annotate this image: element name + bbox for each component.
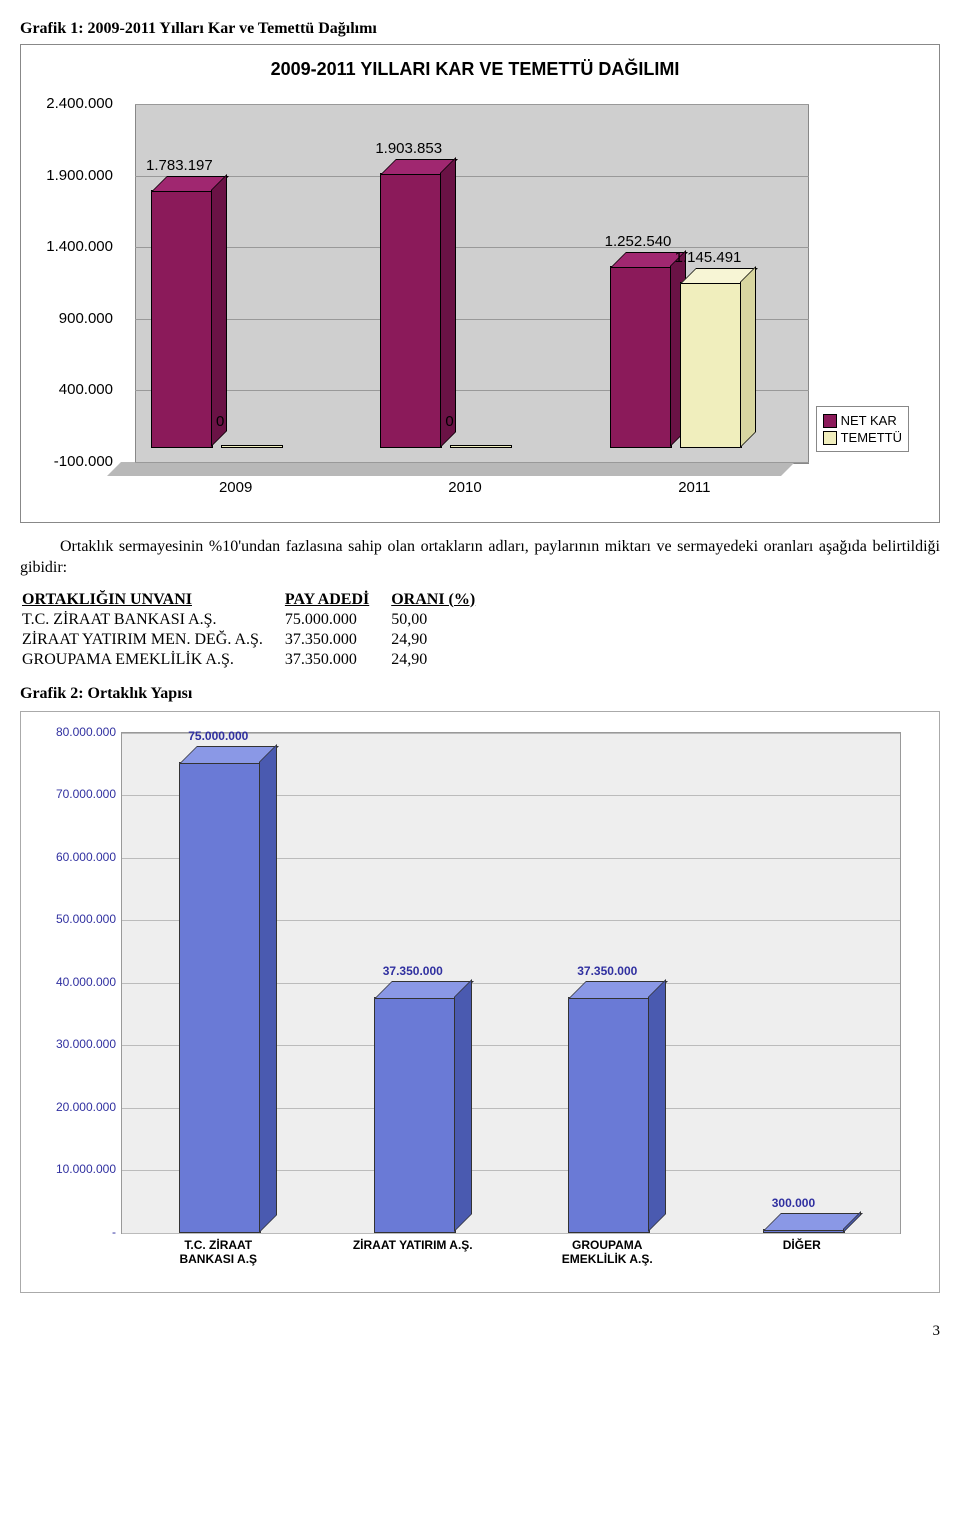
chart1-xtick: 2010 xyxy=(350,479,579,496)
chart1-ytick: 400.000 xyxy=(33,381,113,398)
chart1-yaxis: -100.000 400.000 900.000 1.400.000 1.900.000… xyxy=(31,104,121,512)
share-col-0: ORTAKLIĞIN UNVANI xyxy=(22,591,283,609)
chart1-ytick: 1.400.000 xyxy=(33,238,113,255)
chart2-ytick: 80.000.000 xyxy=(21,725,116,739)
chart1-ytick: 2.400.000 xyxy=(33,95,113,112)
chart1-bar-label: 1.252.540 xyxy=(605,233,672,250)
chart1-container: 2009-2011 YILLARI KAR VE TEMETTÜ DAĞILIM… xyxy=(20,44,940,523)
table-row: T.C. ZİRAAT BANKASI A.Ş. 75.000.000 50,0… xyxy=(22,611,495,629)
chart1-legend: NET KAR TEMETTÜ xyxy=(816,406,909,452)
legend-item-0: NET KAR xyxy=(841,413,897,428)
chart2-ytick: 70.000.000 xyxy=(21,787,116,801)
chart1-plot: 1.783.197 0 2009 1.903.853 0 2010 1.252.5401.1… xyxy=(121,104,809,512)
chart1-ytick: 1.900.000 xyxy=(33,167,113,184)
chart1-bar-label: 0 xyxy=(216,413,224,430)
chart2-ytick: 50.000.000 xyxy=(21,912,116,926)
chart2-ytick: 40.000.000 xyxy=(21,975,116,989)
chart2-ytick: 60.000.000 xyxy=(21,850,116,864)
legend-item-1: TEMETTÜ xyxy=(841,430,902,445)
chart1-ytick: -100.000 xyxy=(33,453,113,470)
share-col-2: ORANI (%) xyxy=(391,591,495,609)
chart1-xtick: 2011 xyxy=(580,479,809,496)
chart2-bar-label: 300.000 xyxy=(772,1196,815,1210)
chart2-bar-label: 37.350.000 xyxy=(577,964,637,978)
chart2-xtick: GROUPAMA EMEKLİLİK A.Ş. xyxy=(547,1238,667,1266)
chart1-bar-label: 1.783.197 xyxy=(146,157,213,174)
chart2-bar-label: 75.000.000 xyxy=(188,729,248,743)
chart2-plot xyxy=(121,732,901,1234)
share-table: ORTAKLIĞIN UNVANI PAY ADEDİ ORANI (%) T.… xyxy=(20,589,497,671)
chart2-ytick: 10.000.000 xyxy=(21,1162,116,1176)
chart1-bar-label: 0 xyxy=(445,413,453,430)
chart1-bar-label: 1.903.853 xyxy=(375,140,442,157)
chart2-xtick: T.C. ZİRAAT BANKASI A.Ş xyxy=(158,1238,278,1266)
chart2-heading: Grafik 2: Ortaklık Yapısı xyxy=(20,685,940,703)
share-col-1: PAY ADEDİ xyxy=(285,591,389,609)
body-paragraph: Ortaklık sermayesinin %10'undan fazlasın… xyxy=(20,537,940,579)
table-row: ZİRAAT YATIRIM MEN. DEĞ. A.Ş. 37.350.000… xyxy=(22,631,495,649)
chart2-ytick: - xyxy=(21,1225,116,1239)
chart2-ytick: 30.000.000 xyxy=(21,1037,116,1051)
page-number: 3 xyxy=(20,1323,940,1340)
chart2-bar-label: 37.350.000 xyxy=(383,964,443,978)
chart2-ytick: 20.000.000 xyxy=(21,1100,116,1114)
chart2-xtick: DİĞER xyxy=(742,1238,862,1252)
chart1-xtick: 2009 xyxy=(121,479,350,496)
table-row: GROUPAMA EMEKLİLİK A.Ş. 37.350.000 24,90 xyxy=(22,651,495,669)
chart2-xtick: ZİRAAT YATIRIM A.Ş. xyxy=(353,1238,473,1252)
chart1-heading: Grafik 1: 2009-2011 Yılları Kar ve Temet… xyxy=(20,20,940,38)
chart2-container: - 10.000.000 20.000.000 30.000.000 40.000.00… xyxy=(20,711,940,1293)
chart1-title: 2009-2011 YILLARI KAR VE TEMETTÜ DAĞILIM… xyxy=(31,59,919,80)
chart1-ytick: 900.000 xyxy=(33,310,113,327)
chart1-bar-label: 1.145.491 xyxy=(675,249,742,266)
